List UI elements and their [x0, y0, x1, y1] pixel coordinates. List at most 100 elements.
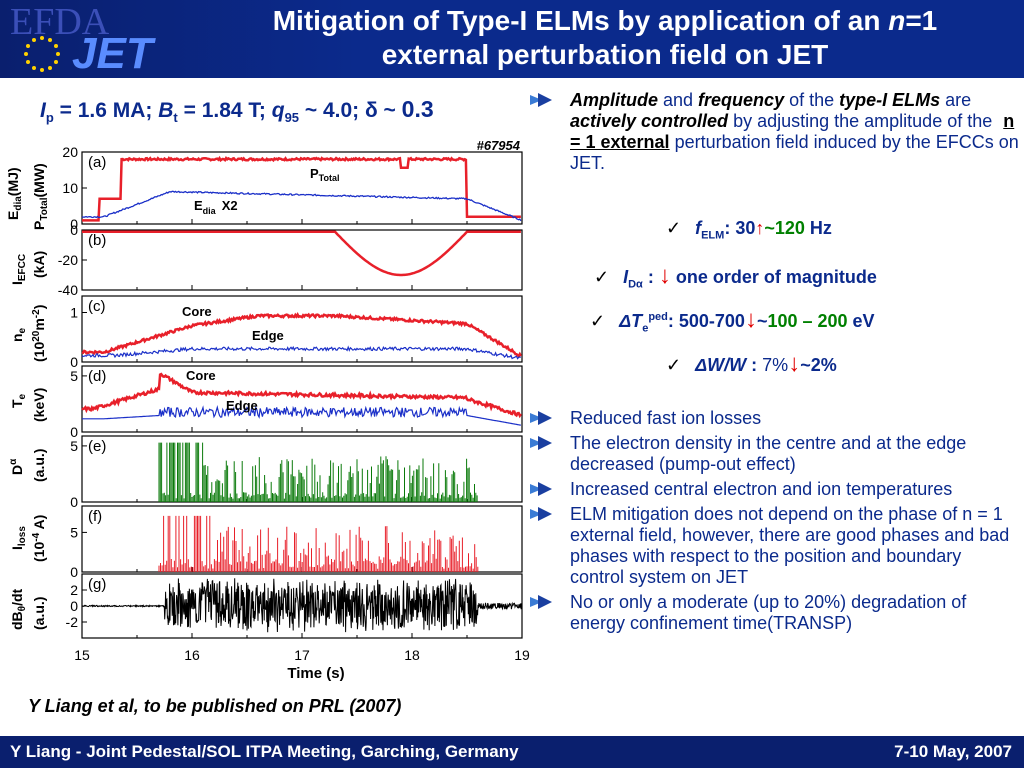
bullet-list-2: Reduced fast ion losses The electron den… [530, 408, 1020, 634]
trace-edia [81, 190, 522, 222]
annot-core-c: Core [182, 304, 212, 319]
panel-frame-c [81, 295, 523, 363]
arrow-down-icon: ↓ [658, 262, 671, 289]
ytick-g: 0 [70, 598, 78, 614]
bullet-list: Amplitude and frequency of the type-I EL… [530, 90, 1020, 174]
eu-stars-icon [24, 36, 60, 72]
ytick-c: 0 [70, 354, 78, 370]
ylabel-iloss-unit: (10-4 A) [31, 515, 47, 562]
annot-edge-c: Edge [252, 328, 284, 343]
ylabel-te-unit: (keV) [31, 388, 47, 422]
bullet-arrow-icon [530, 482, 552, 496]
trace-iefcc [82, 230, 521, 277]
ytick-b: -20 [58, 252, 78, 268]
check-icon: ✓ [594, 267, 610, 287]
trace-ne-core [81, 312, 522, 358]
xtick-label: 17 [294, 647, 310, 663]
check-idalpha: ✓ IDα : ↓ one order of magnitude [594, 262, 877, 291]
slide-title: Mitigation of Type-I ELMs by application… [272, 5, 938, 70]
ylabel-dalpha-unit: (a.u.) [31, 449, 47, 482]
trace-iloss [158, 515, 479, 572]
ylabel-ptotal: PTotal(MW) [31, 163, 50, 230]
ylabel-te: Te [9, 393, 28, 408]
bullet-arrow-icon [530, 93, 552, 107]
ylabel-edia: Edia(MJ) [5, 167, 24, 220]
bullet-density: The electron density in the centre and a… [530, 433, 1020, 475]
shot-number: #67954 [477, 138, 521, 153]
ytick-d: 0 [70, 424, 78, 440]
plot-traces [81, 155, 523, 633]
ylabel-ne-unit: (1020m-2) [31, 305, 47, 362]
arrow-down-icon: ↓ [744, 306, 757, 333]
bullet-confinement: No or only a moderate (up to 20%) degrad… [530, 592, 1020, 634]
xtick-label: 15 [74, 647, 90, 663]
panel-label-c: (c) [88, 298, 106, 315]
annot-ptotal: PTotal [310, 166, 340, 183]
ylabel-iloss: Iloss [9, 526, 28, 550]
ylabel-ne: ne [9, 327, 28, 342]
y-axis-labels: Edia(MJ) PTotal(MW) IEFCC (kA) ne (1020m… [5, 163, 50, 630]
bullet-arrow-icon [530, 507, 552, 521]
panel-label-b: (b) [88, 232, 106, 249]
trace-annotations: PTotal Edia X2 Core Edge Core Edge [182, 166, 340, 413]
bullet-fast-ion: Reduced fast ion losses [530, 408, 1020, 429]
footer-left: Y Liang - Joint Pedestal/SOL ITPA Meetin… [10, 742, 519, 761]
ytick-a: 10 [62, 180, 78, 196]
footer-bar: Y Liang - Joint Pedestal/SOL ITPA Meetin… [0, 736, 1024, 768]
check-felm: ✓ fELM: 30↑~120 Hz [666, 218, 832, 242]
ytick-c: 1 [70, 305, 78, 321]
ytick-e: 5 [70, 438, 78, 454]
bullet-temperature: Increased central electron and ion tempe… [530, 479, 1020, 500]
ytick-b: 0 [70, 222, 78, 238]
trace-dbdt [81, 578, 523, 633]
ylabel-dalpha: Dα [8, 458, 25, 475]
panel-frame-b [81, 229, 523, 291]
trace-ne-edge [81, 345, 521, 360]
ytick-a: 20 [62, 144, 78, 160]
ylabel-iefcc-unit: (kA) [31, 251, 47, 278]
trace-ptotal [82, 155, 521, 222]
panel-label-d: (d) [88, 368, 106, 385]
ytick-f: 0 [70, 564, 78, 580]
ytick-a: 0 [70, 216, 78, 232]
check-icon: ✓ [666, 355, 682, 375]
plot-panels: (a)20100(b)0-20-40(c)10(d)50(e)50(f)50(g… [58, 144, 530, 663]
header-bar: EFDA JET Mitigation of Type-I ELMs by ap… [0, 0, 1024, 78]
check-dw: ✓ ΔW/W : 7%↓~2% [666, 350, 837, 377]
bullet-phase: ELM mitigation does not depend on the ph… [530, 504, 1020, 588]
panel-label-a: (a) [88, 154, 106, 171]
ytick-e: 0 [70, 494, 78, 510]
trace-dalpha [158, 442, 478, 502]
panel-label-e: (e) [88, 438, 106, 455]
ylabel-iefcc: IEFCC [9, 254, 28, 285]
ylabel-dbdt-unit: (a.u.) [31, 597, 47, 630]
xtick-label: 18 [404, 647, 420, 663]
annot-core-d: Core [186, 368, 216, 383]
logo-jet-text: JET [72, 29, 156, 74]
bullet-elm-control: Amplitude and frequency of the type-I EL… [530, 90, 1020, 174]
check-te-ped: ✓ ΔTeped: 500-700↓~100 – 200 eV [590, 306, 875, 335]
plasma-parameters: Ip = 1.6 MA; Bt = 1.84 T; q95 ~ 4.0; δ ~… [40, 96, 434, 126]
x-axis-label: Time (s) [287, 665, 344, 682]
check-icon: ✓ [590, 311, 606, 331]
ytick-g: 2 [70, 582, 78, 598]
ytick-g: -2 [66, 614, 79, 630]
ytick-f: 5 [70, 524, 78, 540]
xtick-label: 16 [184, 647, 200, 663]
check-icon: ✓ [666, 218, 682, 238]
bullet-arrow-icon [530, 595, 552, 609]
xtick-label: 19 [514, 647, 530, 663]
arrow-down-icon: ↓ [788, 350, 801, 377]
time-trace-figure: #67954 (a)20100(b)0-20-40(c)10(d)50(e)50… [5, 138, 530, 682]
arrow-up-icon: ↑ [755, 218, 765, 238]
trace-te-core [81, 372, 522, 419]
trace-te-edge [82, 404, 522, 426]
panel-label-g: (g) [88, 576, 106, 593]
bullet-arrow-icon [530, 411, 552, 425]
citation: Y Liang et al, to be published on PRL (2… [28, 696, 402, 716]
panel-label-f: (f) [88, 508, 102, 525]
logo-efda-text: EFDA [10, 2, 110, 43]
footer-date: 7-10 May, 2007 [894, 742, 1012, 761]
panel-frame-a [81, 151, 523, 225]
ytick-b: -40 [58, 282, 78, 298]
